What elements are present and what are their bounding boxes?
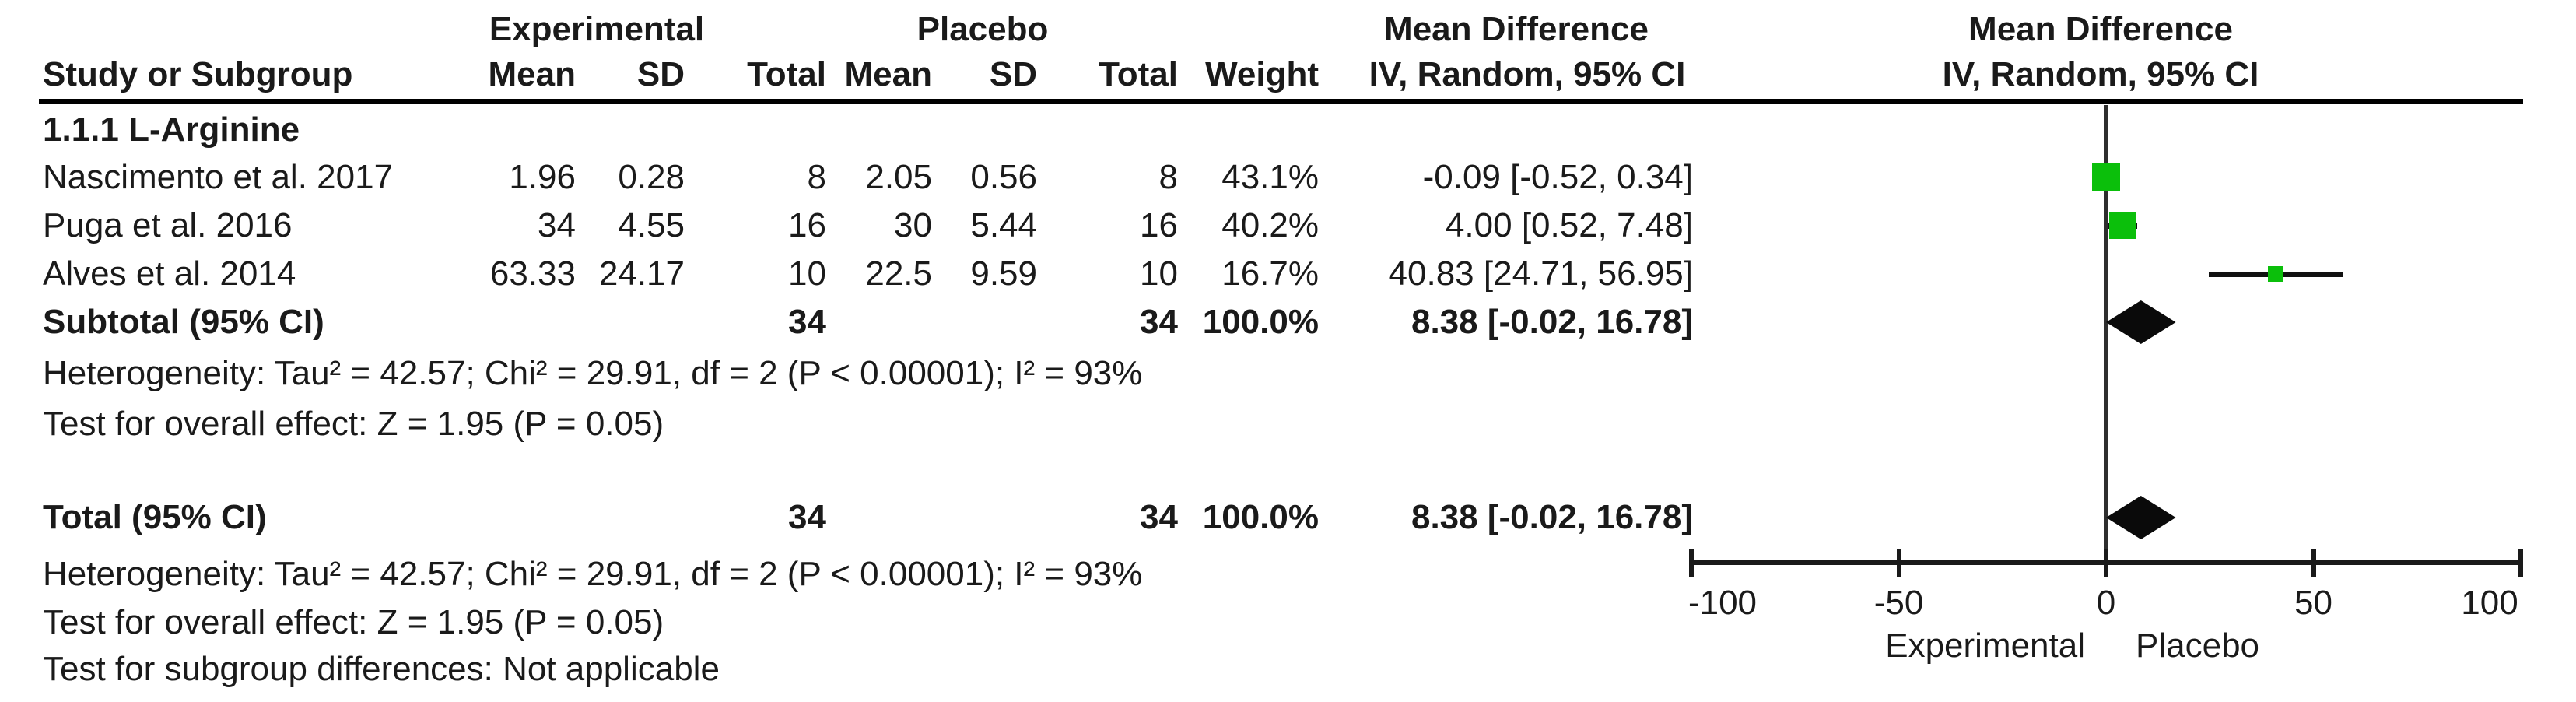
exp-sd-cell: 4.55: [618, 206, 685, 244]
x-axis-tick: [1689, 549, 1694, 577]
ci-text-cell: 40.83 [24.71, 56.95]: [1388, 254, 1693, 293]
x-axis-tick: [2311, 549, 2316, 577]
exp-mean-cell: 1.96: [509, 158, 576, 196]
exp-sd-cell: 0.28: [618, 158, 685, 196]
pla-mean-cell: 2.05: [865, 158, 932, 196]
pla-total-cell: 34: [1140, 498, 1178, 536]
pla-sd-cell: 9.59: [970, 254, 1037, 293]
pla-total-cell: 16: [1140, 206, 1178, 244]
header-exp-mean-col: Mean: [488, 55, 576, 93]
ci-text-cell: 8.38 [-0.02, 16.78]: [1411, 303, 1693, 341]
effect-marker-square: [2109, 212, 2136, 239]
axis-right-label: Placebo: [2136, 627, 2260, 665]
x-tick-label: -100: [1688, 584, 1758, 622]
weight-cell: 100.0%: [1202, 498, 1319, 536]
header-mean-difference-right: Mean Difference: [1968, 10, 2233, 48]
axis-left-label: Experimental: [1885, 627, 2085, 665]
x-tick-label: 100: [2461, 584, 2518, 622]
exp-total-cell: 16: [788, 206, 826, 244]
weight-cell: 16.7%: [1221, 254, 1319, 293]
pla-total-cell: 8: [1158, 158, 1178, 196]
pla-sd-cell: 5.44: [970, 206, 1037, 244]
pla-sd-cell: 0.56: [970, 158, 1037, 196]
subgroup-heterogeneity-note: Heterogeneity: Tau² = 42.57; Chi² = 29.9…: [43, 354, 1143, 392]
ci-text-cell: 4.00 [0.52, 7.48]: [1445, 206, 1693, 244]
pla-total-cell: 34: [1140, 303, 1178, 341]
exp-sd-cell: 24.17: [598, 254, 685, 293]
x-tick-label: -50: [1873, 584, 1924, 622]
effect-marker-square: [2091, 163, 2120, 191]
subgroup-overall-effect-note: Test for overall effect: Z = 1.95 (P = 0…: [43, 405, 664, 443]
pla-mean-cell: 30: [894, 206, 932, 244]
header-mean-difference-left: Mean Difference: [1384, 10, 1649, 48]
study-cell: Alves et al. 2014: [43, 254, 296, 293]
exp-total-cell: 34: [788, 498, 826, 536]
weight-cell: 43.1%: [1221, 158, 1319, 196]
header-pla-sd-col: SD: [989, 55, 1037, 93]
ci-text-cell: -0.09 [-0.52, 0.34]: [1422, 158, 1693, 196]
zero-effect-line: [2104, 105, 2108, 563]
subtotal-diamond: [2105, 300, 2176, 344]
header-exp-total-col: Total: [747, 55, 826, 93]
total-label: Total (95% CI): [43, 498, 267, 536]
exp-total-cell: 10: [788, 254, 826, 293]
header-placebo: Placebo: [916, 10, 1049, 48]
x-tick-label: 0: [2096, 584, 2116, 622]
total-heterogeneity-note: Heterogeneity: Tau² = 42.57; Chi² = 29.9…: [43, 555, 1143, 593]
exp-mean-cell: 63.33: [489, 254, 576, 293]
weight-cell: 100.0%: [1202, 303, 1319, 341]
ci-text-cell: 8.38 [-0.02, 16.78]: [1411, 498, 1693, 536]
subtotal-label: Subtotal (95% CI): [43, 303, 324, 341]
subgroup-differences-note: Test for subgroup differences: Not appli…: [43, 650, 720, 688]
weight-cell: 40.2%: [1221, 206, 1319, 244]
exp-total-cell: 34: [788, 303, 826, 341]
header-pla-mean-col: Mean: [844, 55, 932, 93]
effect-marker-square: [2267, 266, 2283, 282]
total-overall-effect-note: Test for overall effect: Z = 1.95 (P = 0…: [43, 603, 664, 641]
header-underline: [39, 99, 2523, 104]
pla-total-cell: 10: [1140, 254, 1178, 293]
exp-total-cell: 8: [807, 158, 826, 196]
header-study-col: Study or Subgroup: [43, 55, 353, 93]
header-ci-col-right: IV, Random, 95% CI: [1942, 55, 2259, 93]
subgroup-label: 1.1.1 L-Arginine: [43, 111, 300, 149]
header-exp-sd-col: SD: [636, 55, 685, 93]
header-ci-col-left: IV, Random, 95% CI: [1369, 55, 1686, 93]
x-axis-tick: [2518, 549, 2523, 577]
header-pla-total-col: Total: [1099, 55, 1178, 93]
header-experimental: Experimental: [489, 10, 705, 48]
exp-mean-cell: 34: [538, 206, 576, 244]
study-cell: Nascimento et al. 2017: [43, 158, 394, 196]
x-axis-tick: [2104, 549, 2108, 577]
x-tick-label: 50: [2294, 584, 2332, 622]
header-weight-col: Weight: [1205, 55, 1319, 93]
pla-mean-cell: 22.5: [865, 254, 932, 293]
x-axis-tick: [1896, 549, 1901, 577]
total-diamond: [2105, 496, 2176, 539]
study-cell: Puga et al. 2016: [43, 206, 293, 244]
